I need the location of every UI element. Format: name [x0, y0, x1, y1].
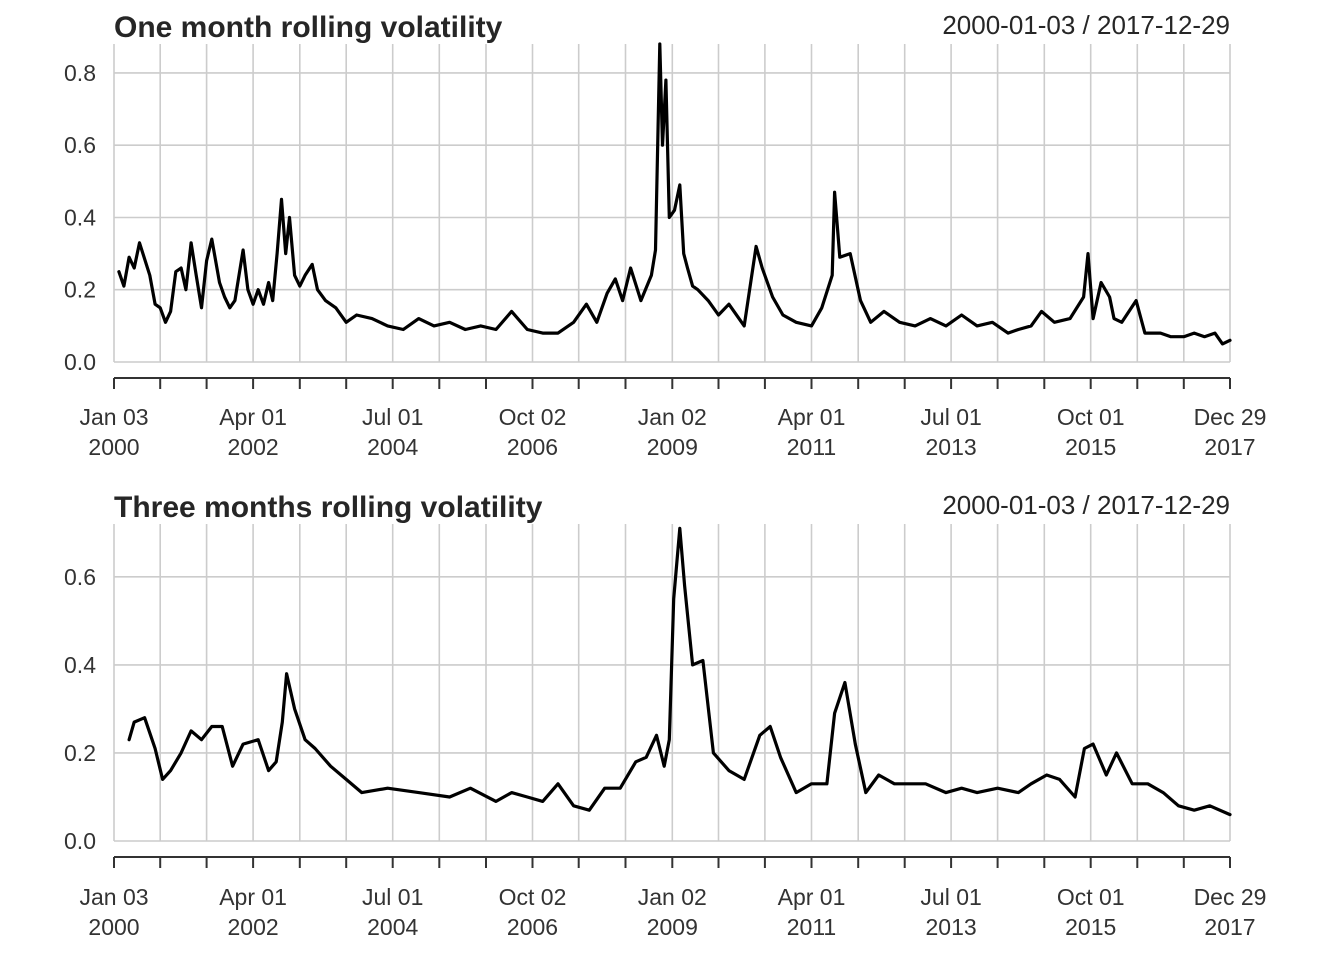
three-months-date-range: 2000-01-03 / 2017-12-29: [942, 490, 1230, 520]
x-tick-label: Oct 02: [499, 884, 567, 910]
x-tick-label: Jan 02: [638, 404, 707, 430]
x-tick-label: Jul 01: [362, 404, 423, 430]
one-month-y-axis-labels: 0.0 0.2 0.4 0.6 0.8: [64, 60, 96, 375]
x-tick-label: Oct 01: [1057, 404, 1125, 430]
x-tick-year-label: 2009: [647, 914, 698, 940]
x-tick-year-label: 2000: [88, 914, 139, 940]
x-tick-year-label: 2004: [367, 434, 418, 460]
x-tick-year-label: 2017: [1204, 914, 1255, 940]
x-tick-year-label: 2000: [88, 434, 139, 460]
three-months-chart-title: Three months rolling volatility: [114, 491, 543, 524]
three-months-y-axis-labels: 0.0 0.2 0.4 0.6: [64, 564, 96, 854]
x-tick-label: Apr 01: [778, 884, 846, 910]
x-tick-year-label: 2004: [367, 914, 418, 940]
x-tick-year-label: 2017: [1204, 434, 1255, 460]
x-tick-year-label: 2011: [787, 914, 836, 940]
y-tick-label: 0.4: [64, 652, 96, 678]
x-tick-year-label: 2002: [228, 914, 279, 940]
x-tick-year-label: 2006: [507, 914, 558, 940]
x-tick-label: Dec 29: [1194, 884, 1267, 910]
x-tick-label: Jan 03: [79, 884, 148, 910]
one-month-series: [117, 42, 1232, 346]
one-month-date-range: 2000-01-03 / 2017-12-29: [942, 10, 1230, 40]
x-tick-year-label: 2009: [647, 434, 698, 460]
x-tick-label: Apr 01: [778, 404, 846, 430]
one-month-volatility-panel: One month rolling volatility 2000-01-03 …: [64, 10, 1266, 460]
volatility-series-line: [127, 526, 1232, 817]
y-tick-label: 0.8: [64, 60, 96, 86]
three-months-volatility-panel: Three months rolling volatility 2000-01-…: [64, 490, 1266, 940]
x-tick-year-label: 2006: [507, 434, 558, 460]
x-tick-label: Oct 01: [1057, 884, 1125, 910]
y-tick-label: 0.6: [64, 132, 96, 158]
one-month-x-axis: Jan 03 2000 Apr 01 2002 Jul 01 2004 Oct 02 2006…: [79, 377, 1267, 460]
y-tick-label: 0.0: [64, 349, 96, 375]
x-tick-label: Apr 01: [219, 884, 287, 910]
y-tick-label: 0.6: [64, 564, 96, 590]
three-months-x-axis: Jan 03 2000 Apr 01 2002 Jul 01 2004 Oct 02 2006…: [79, 856, 1267, 940]
x-tick-label: Dec 29: [1194, 404, 1267, 430]
x-tick-year-label: 2015: [1065, 914, 1116, 940]
y-tick-label: 0.0: [64, 828, 96, 854]
y-tick-label: 0.2: [64, 277, 96, 303]
x-tick-year-label: 2013: [926, 914, 977, 940]
y-tick-label: 0.2: [64, 740, 96, 766]
y-tick-label: 0.4: [64, 205, 96, 231]
three-months-series: [127, 526, 1232, 817]
x-tick-label: Jan 03: [79, 404, 148, 430]
x-tick-label: Jan 02: [638, 884, 707, 910]
one-month-chart-title: One month rolling volatility: [114, 11, 503, 44]
x-tick-year-label: 2002: [228, 434, 279, 460]
x-tick-label: Jul 01: [362, 884, 423, 910]
x-tick-label: Jul 01: [920, 404, 981, 430]
x-tick-year-label: 2015: [1065, 434, 1116, 460]
x-tick-label: Oct 02: [499, 404, 567, 430]
x-tick-year-label: 2011: [787, 434, 836, 460]
x-tick-label: Jul 01: [920, 884, 981, 910]
x-tick-year-label: 2013: [926, 434, 977, 460]
x-tick-label: Apr 01: [219, 404, 287, 430]
volatility-series-line: [117, 42, 1232, 346]
